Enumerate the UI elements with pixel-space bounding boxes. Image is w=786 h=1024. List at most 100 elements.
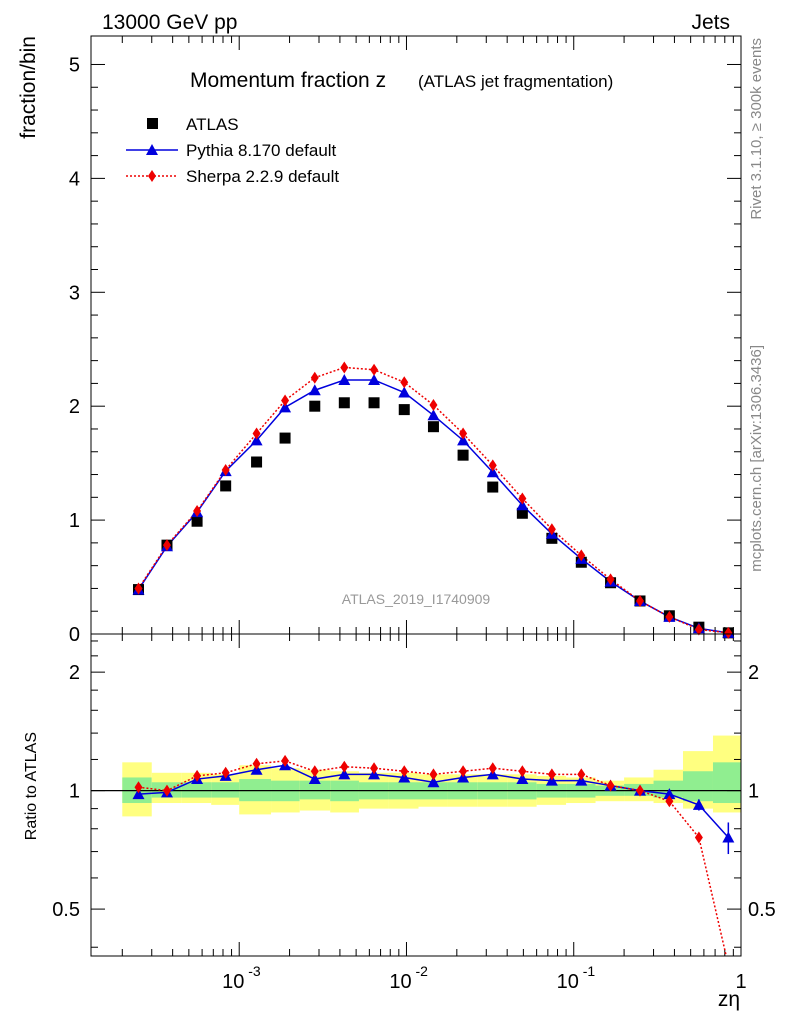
atlas-point <box>487 481 499 493</box>
x-tick-label-exponent: -1 <box>583 963 596 979</box>
sherpa-point <box>665 610 674 623</box>
mcplots-label: mcplots.cern.ch [arXiv:1306.3436] <box>748 345 765 572</box>
ratio-sherpa-point <box>577 768 586 781</box>
ratio-band-inner <box>712 762 741 804</box>
ratio-sherpa-line <box>138 760 727 956</box>
ratio-sherpa-point <box>665 795 674 808</box>
x-tick-label-exponent: -2 <box>415 963 428 979</box>
ratio-y-tick-label-right: 1 <box>748 781 759 803</box>
pythia-point <box>279 401 292 413</box>
legend-marker-sherpa <box>148 170 156 182</box>
ratio-y-tick-label-right: 0.5 <box>748 899 776 921</box>
ratio-sherpa-point <box>310 765 319 778</box>
ratio-sherpa-point <box>459 765 468 778</box>
ratio-sherpa-point <box>221 766 230 779</box>
sherpa-point <box>636 594 645 607</box>
ratio-sherpa-point <box>518 765 527 778</box>
pythia-point <box>308 384 321 396</box>
sherpa-point <box>547 523 556 536</box>
sherpa-point <box>694 623 703 636</box>
analysis-watermark: ATLAS_2019_I1740909 <box>342 591 491 607</box>
atlas-point <box>251 456 263 468</box>
sherpa-point <box>429 399 438 412</box>
pythia-point <box>398 386 411 398</box>
y-tick-label: 5 <box>69 54 80 76</box>
pythia-point <box>486 466 499 478</box>
ratio-y-tick-label: 2 <box>69 662 80 684</box>
ratio-pythia-point <box>427 776 440 788</box>
ratio-sherpa-point <box>400 765 409 778</box>
sherpa-point <box>577 549 586 562</box>
ratio-y-tick-label-right: 2 <box>748 662 759 684</box>
ratio-band-inner <box>181 782 212 798</box>
ratio-sherpa-point <box>724 959 732 971</box>
sherpa-point <box>724 626 733 639</box>
sherpa-point <box>370 363 379 376</box>
sherpa-point <box>488 459 497 472</box>
ratio-pythia-point <box>308 773 321 785</box>
atlas-point <box>220 480 232 492</box>
atlas-point <box>427 421 439 433</box>
ratio-sherpa-point <box>370 762 379 775</box>
pythia-point <box>516 499 529 511</box>
legend: ATLAS Pythia 8.170 default Sherpa 2.2.9 … <box>126 115 339 186</box>
y-tick-label: 2 <box>69 396 80 418</box>
rivet-label: Rivet 3.1.10, ≥ 300k events <box>748 38 765 220</box>
ratio-sherpa-point <box>252 757 261 770</box>
pythia-point <box>368 373 381 385</box>
legend-marker-atlas <box>147 118 158 129</box>
y-tick-label: 0 <box>69 624 80 646</box>
pythia-point <box>250 434 263 446</box>
sherpa-point <box>518 492 527 505</box>
ratio-pythia-point <box>132 788 145 800</box>
ratio-sherpa-point <box>488 762 497 775</box>
sherpa-point <box>134 582 143 595</box>
main-ylabel: fraction/bin <box>17 36 40 139</box>
ratio-sherpa-point <box>429 768 438 781</box>
ratio-sherpa-point <box>193 769 202 782</box>
chart-title: Momentum fraction z (ATLAS jet fragmenta… <box>190 69 613 92</box>
x-tick-label: 10 <box>222 971 244 993</box>
ratio-ylabel: Ratio to ATLAS <box>23 732 40 840</box>
sherpa-point <box>606 573 615 586</box>
sherpa-point <box>252 427 261 440</box>
atlas-point <box>516 507 528 519</box>
sherpa-point <box>281 394 290 407</box>
ratio-sherpa-point <box>694 831 703 844</box>
sherpa-point <box>193 504 202 517</box>
ratio-pythia-point <box>692 798 705 810</box>
ratio-pythia-point <box>338 768 351 780</box>
pythia-point <box>338 373 351 385</box>
y-tick-label: 3 <box>69 282 80 304</box>
sherpa-point <box>162 539 171 552</box>
energy-label: 13000 GeV pp <box>102 11 237 34</box>
ratio-sherpa-point <box>636 784 645 797</box>
ratio-sherpa-point <box>281 754 290 767</box>
ratio-sherpa-point <box>606 779 615 792</box>
atlas-point <box>398 404 410 416</box>
chart-title-main: Momentum fraction z <box>190 69 386 92</box>
sherpa-point <box>459 427 468 440</box>
atlas-point <box>279 432 291 444</box>
ratio-sherpa-point <box>134 781 143 794</box>
ratio-band-inner <box>211 782 240 798</box>
sherpa-point <box>400 376 409 389</box>
y-tick-label: 4 <box>69 168 80 190</box>
ratio-sherpa-point <box>340 760 349 773</box>
legend-label-pythia: Pythia 8.170 default <box>186 141 337 160</box>
x-tick-label: 10 <box>557 971 579 993</box>
ratio-frame <box>90 633 742 957</box>
sherpa-line <box>137 366 729 634</box>
ratio-y-tick-label: 0.5 <box>52 899 80 921</box>
ratio-pythia-point <box>663 788 676 800</box>
sherpa-point <box>310 371 319 384</box>
atlas-point <box>368 397 380 409</box>
ratio-series <box>132 754 735 971</box>
legend-label-atlas: ATLAS <box>186 115 239 134</box>
ratio-pythia-point <box>722 831 735 843</box>
x-tick-label-exponent: -3 <box>248 963 261 979</box>
legend-marker-pythia <box>146 144 158 155</box>
legend-label-sherpa: Sherpa 2.2.9 default <box>186 167 339 186</box>
x-tick-label: 1 <box>735 971 746 993</box>
